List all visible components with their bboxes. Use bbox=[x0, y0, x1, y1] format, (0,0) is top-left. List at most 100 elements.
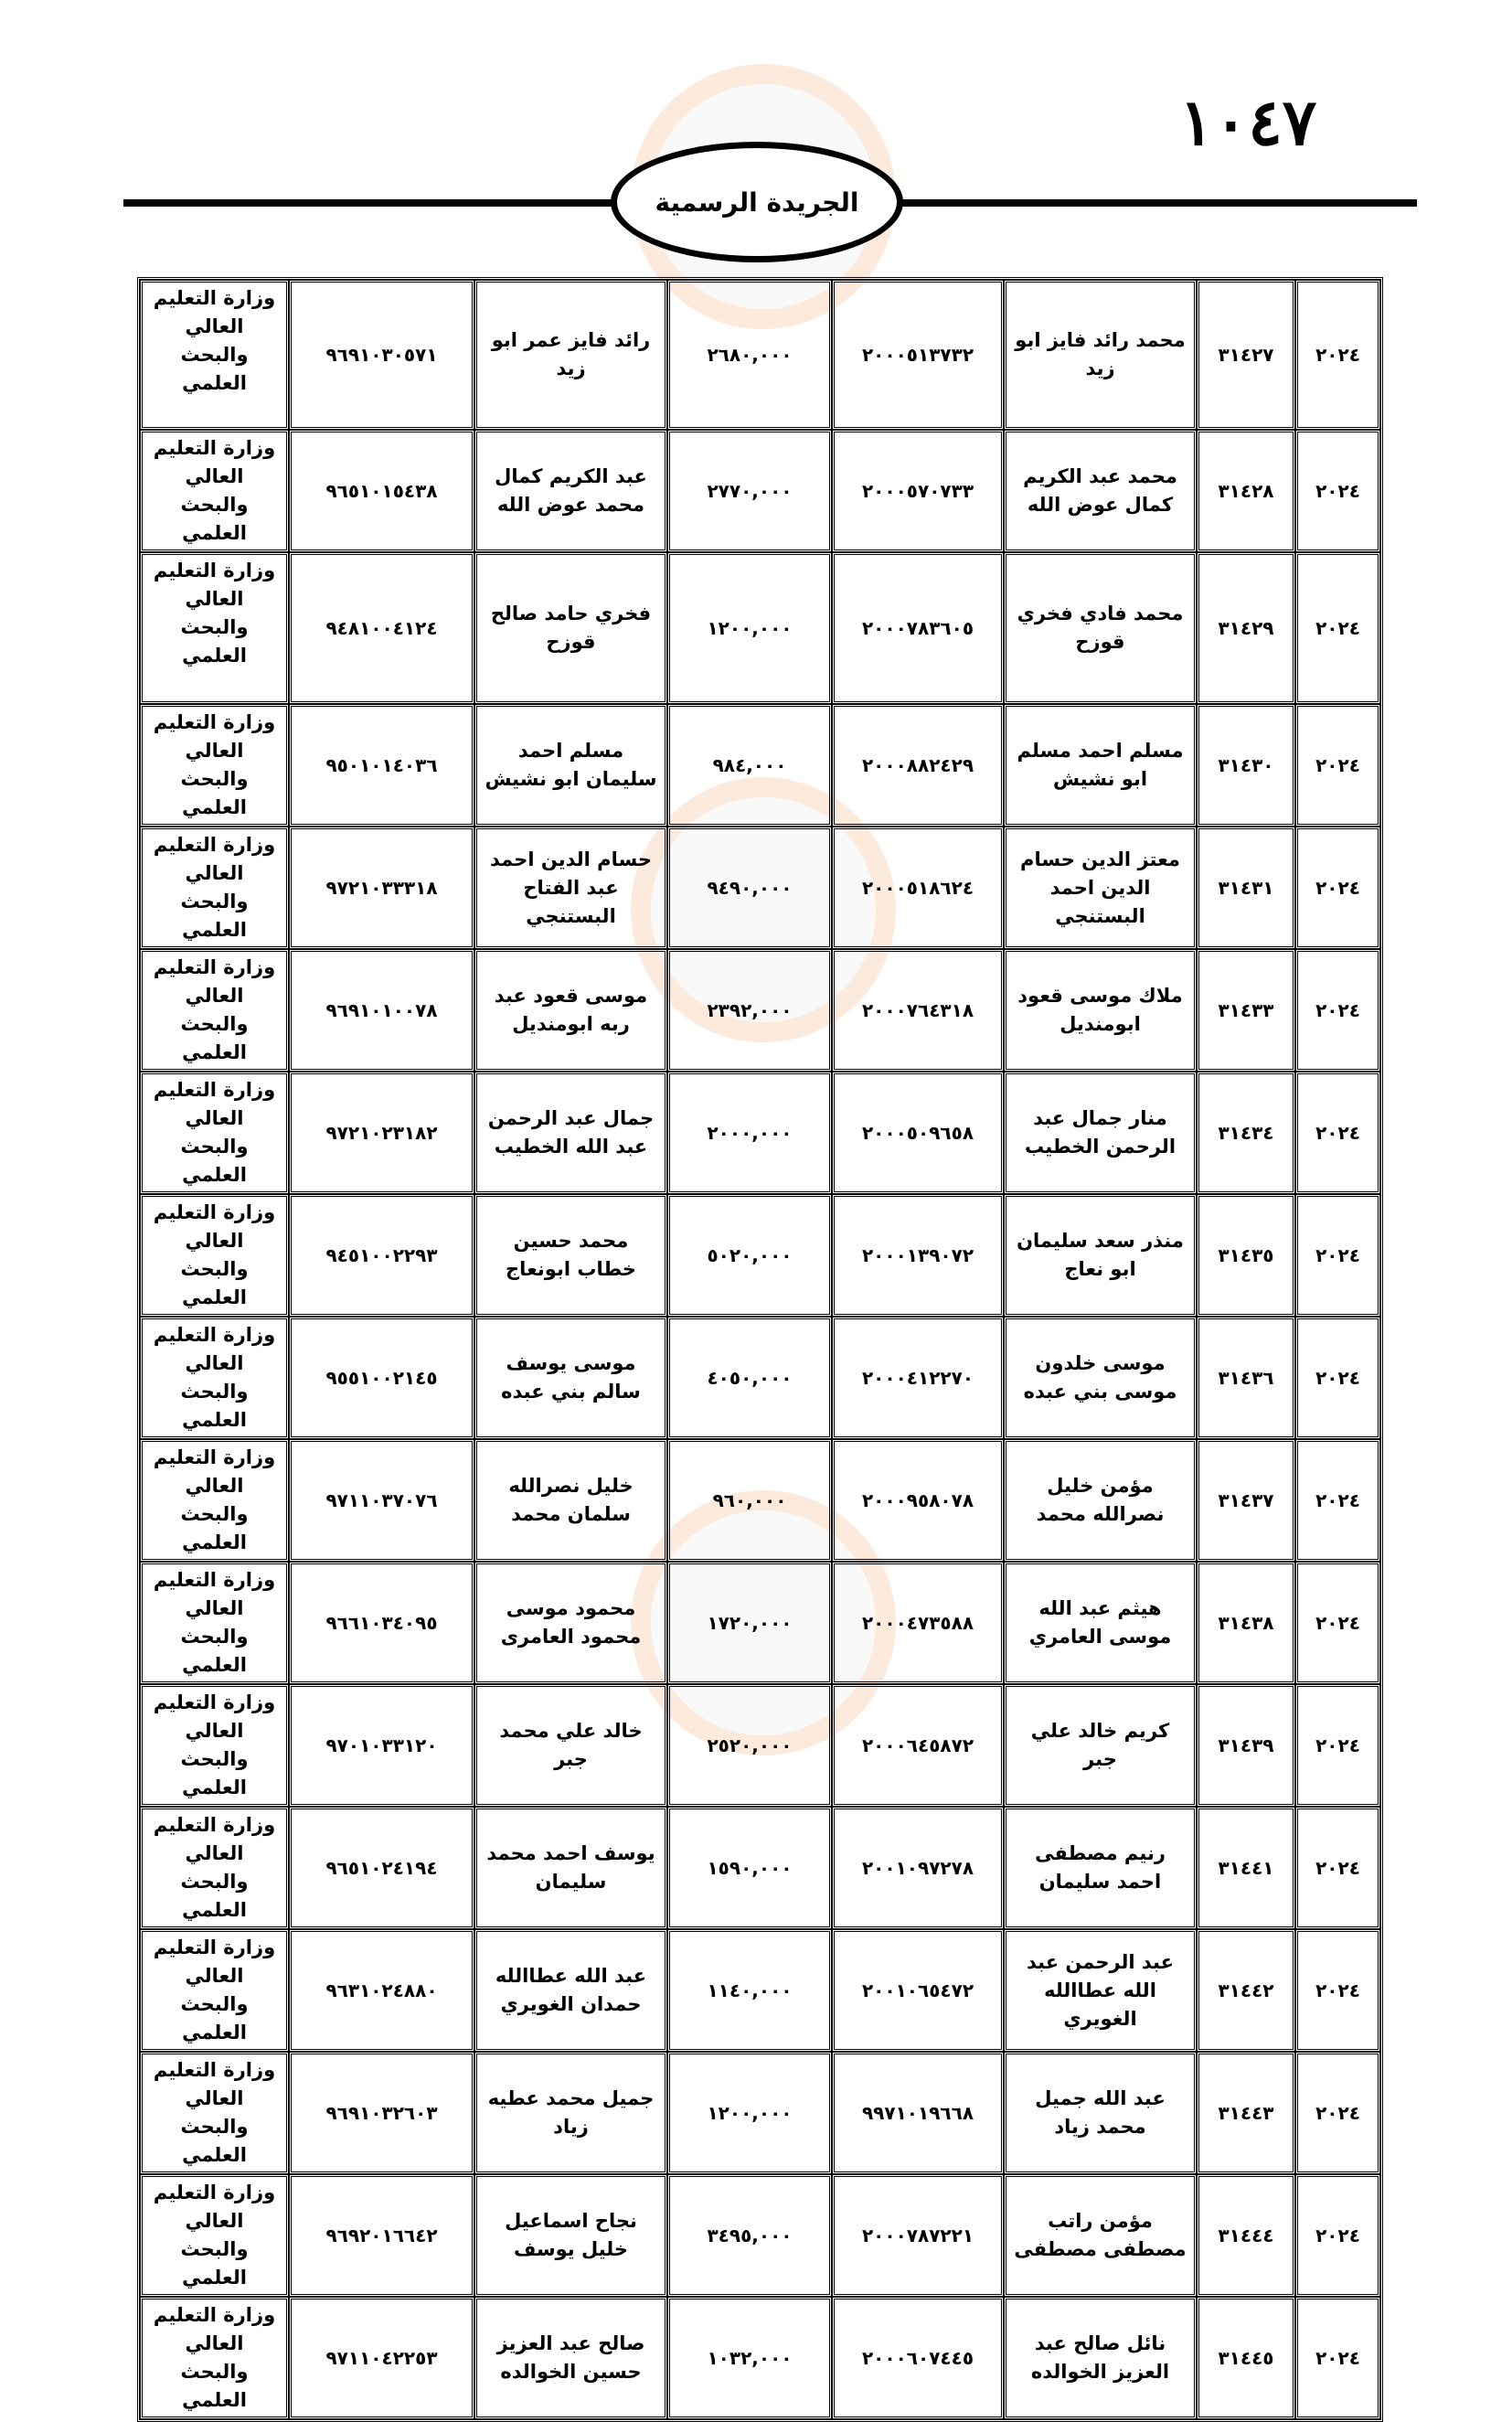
record-number-cell: ٣١٤٣٣ bbox=[1197, 949, 1295, 1072]
table-row: ٢٠٢٤ ٣١٤٣٠ مسلم احمد مسلم ابو نشيش ٢٠٠٠٨٨٢٤… bbox=[140, 704, 1380, 827]
ministry-cell: وزارة التعليم العالي والبحث العلمي bbox=[140, 1072, 289, 1194]
record-number-cell: ٣١٤٢٩ bbox=[1197, 552, 1295, 704]
guardian-id-cell: ٩٥٥١٠٠٢١٤٥ bbox=[289, 1317, 474, 1439]
guardian-name-cell: محمود موسى محمود العامرى bbox=[474, 1562, 667, 1684]
name-cell: نائل صالح عبد العزيز الخوالده bbox=[1004, 2297, 1197, 2419]
table-row: ٢٠٢٤ ٣١٤٣٦ موسى خلدون موسى بني عبده ٢٠٠٠٤١٢… bbox=[140, 1317, 1380, 1439]
table-row: ٢٠٢٤ ٣١٤٤٥ نائل صالح عبد العزيز الخوالده ٢٠… bbox=[140, 2297, 1380, 2419]
year-cell: ٢٠٢٤ bbox=[1295, 2297, 1380, 2419]
guardian-id-cell: ٩٧٢١٠٢٣١٨٢ bbox=[289, 1072, 474, 1194]
ministry-cell: وزارة التعليم العالي والبحث العلمي bbox=[140, 430, 289, 552]
amount-cell: ٢٧٧٠,٠٠٠ bbox=[667, 430, 832, 552]
record-number-cell: ٣١٤٤١ bbox=[1197, 1807, 1295, 1929]
amount-cell: ٤٠٥٠,٠٠٠ bbox=[667, 1317, 832, 1439]
guardian-name-cell: صالح عبد العزيز حسين الخوالده bbox=[474, 2297, 667, 2419]
year-cell: ٢٠٢٤ bbox=[1295, 2052, 1380, 2174]
guardian-name-cell: جمال عبد الرحمن عبد الله الخطيب bbox=[474, 1072, 667, 1194]
record-number-cell: ٣١٤٤٢ bbox=[1197, 1929, 1295, 2052]
name-cell: عبد الله جميل محمد زياد bbox=[1004, 2052, 1197, 2174]
national-id-cell: ٢٠٠٠٤١٢٢٧٠ bbox=[832, 1317, 1004, 1439]
year-cell: ٢٠٢٤ bbox=[1295, 1562, 1380, 1684]
ministry-cell: وزارة التعليم العالي والبحث العلمي bbox=[140, 1684, 289, 1807]
table-row: ٢٠٢٤ ٣١٤٣١ معتز الدين حسام الدين احمد البس… bbox=[140, 827, 1380, 949]
table-row: ٢٠٢٤ ٣١٤٣٧ مؤمن خليل نصرالله محمد ٢٠٠٠٩٥٨٠٧… bbox=[140, 1439, 1380, 1562]
guardian-id-cell: ٩٤٨١٠٠٤١٢٤ bbox=[289, 552, 474, 704]
year-cell: ٢٠٢٤ bbox=[1295, 704, 1380, 827]
page-number: ١٠٤٧ bbox=[1179, 84, 1317, 160]
name-cell: رنيم مصطفى احمد سليمان bbox=[1004, 1807, 1197, 1929]
guardian-name-cell: عبد الله عطاالله حمدان الغويري bbox=[474, 1929, 667, 2052]
year-cell: ٢٠٢٤ bbox=[1295, 827, 1380, 949]
ministry-cell: وزارة التعليم العالي والبحث العلمي bbox=[140, 827, 289, 949]
name-cell: محمد فادي فخري قوزح bbox=[1004, 552, 1197, 704]
guardian-id-cell: ٩٤٥١٠٠٢٢٩٣ bbox=[289, 1194, 474, 1317]
name-cell: كريم خالد علي جبر bbox=[1004, 1684, 1197, 1807]
guardian-id-cell: ٩٦٩١٠٣٠٥٧١ bbox=[289, 280, 474, 430]
guardian-id-cell: ٩٦٩١٠٣٢٦٠٣ bbox=[289, 2052, 474, 2174]
national-id-cell: ٢٠٠١٠٩٧٢٧٨ bbox=[832, 1807, 1004, 1929]
amount-cell: ٢٦٨٠,٠٠٠ bbox=[667, 280, 832, 430]
ministry-cell: وزارة التعليم العالي والبحث العلمي bbox=[140, 280, 289, 430]
ministry-cell: وزارة التعليم العالي والبحث العلمي bbox=[140, 949, 289, 1072]
gazette-title: الجريدة الرسمية bbox=[655, 187, 859, 218]
record-number-cell: ٣١٤٣٦ bbox=[1197, 1317, 1295, 1439]
year-cell: ٢٠٢٤ bbox=[1295, 1807, 1380, 1929]
name-cell: موسى خلدون موسى بني عبده bbox=[1004, 1317, 1197, 1439]
year-cell: ٢٠٢٤ bbox=[1295, 552, 1380, 704]
year-cell: ٢٠٢٤ bbox=[1295, 1194, 1380, 1317]
year-cell: ٢٠٢٤ bbox=[1295, 949, 1380, 1072]
record-number-cell: ٣١٤٤٣ bbox=[1197, 2052, 1295, 2174]
name-cell: معتز الدين حسام الدين احمد البستنجي bbox=[1004, 827, 1197, 949]
guardian-id-cell: ٩٦٥١٠١٥٤٣٨ bbox=[289, 430, 474, 552]
table-row: ٢٠٢٤ ٣١٤٢٧ محمد رائد فايز ابو زيد ٢٠٠٠٥١٣٧٣… bbox=[140, 280, 1380, 430]
table-row: ٢٠٢٤ ٣١٤٤٤ مؤمن راتب مصطفى مصطفى ٢٠٠٠٧٨٧٢٢١… bbox=[140, 2174, 1380, 2297]
national-id-cell: ٢٠٠٠٥١٨٦٢٤ bbox=[832, 827, 1004, 949]
national-id-cell: ٢٠٠٠٨٨٢٤٢٩ bbox=[832, 704, 1004, 827]
record-number-cell: ٣١٤٢٨ bbox=[1197, 430, 1295, 552]
guardian-id-cell: ٩٦٦١٠٣٤٠٩٥ bbox=[289, 1562, 474, 1684]
national-id-cell: ٢٠٠٠٧٦٤٣١٨ bbox=[832, 949, 1004, 1072]
guardian-id-cell: ٩٦٥١٠٢٤١٩٤ bbox=[289, 1807, 474, 1929]
amount-cell: ٢٥٢٠,٠٠٠ bbox=[667, 1684, 832, 1807]
ministry-cell: وزارة التعليم العالي والبحث العلمي bbox=[140, 2174, 289, 2297]
national-id-cell: ٢٠٠٠٥٠٩٦٥٨ bbox=[832, 1072, 1004, 1194]
table-row: ٢٠٢٤ ٣١٤٤٣ عبد الله جميل محمد زياد ٩٩٧١٠١٩٦… bbox=[140, 2052, 1380, 2174]
amount-cell: ١١٤٠,٠٠٠ bbox=[667, 1929, 832, 2052]
guardian-id-cell: ٩٧٢١٠٣٣٣١٨ bbox=[289, 827, 474, 949]
guardian-name-cell: محمد حسين خطاب ابونعاج bbox=[474, 1194, 667, 1317]
ministry-cell: وزارة التعليم العالي والبحث العلمي bbox=[140, 1439, 289, 1562]
name-cell: عبد الرحمن عبد الله عطاالله الغويري bbox=[1004, 1929, 1197, 2052]
national-id-cell: ٢٠٠٠٧٨٣٦٠٥ bbox=[832, 552, 1004, 704]
gazette-title-oval: الجريدة الرسمية bbox=[611, 142, 903, 262]
record-number-cell: ٣١٤٣٠ bbox=[1197, 704, 1295, 827]
table-row: ٢٠٢٤ ٣١٤٣٩ كريم خالد علي جبر ٢٠٠٠٦٤٥٨٧٢ ٢٥٢٠… bbox=[140, 1684, 1380, 1807]
amount-cell: ٥٠٢٠,٠٠٠ bbox=[667, 1194, 832, 1317]
year-cell: ٢٠٢٤ bbox=[1295, 430, 1380, 552]
guardian-name-cell: نجاح اسماعيل خليل يوسف bbox=[474, 2174, 667, 2297]
ministry-cell: وزارة التعليم العالي والبحث العلمي bbox=[140, 704, 289, 827]
national-id-cell: ٢٠٠٠٦٤٥٨٧٢ bbox=[832, 1684, 1004, 1807]
year-cell: ٢٠٢٤ bbox=[1295, 1072, 1380, 1194]
table-row: ٢٠٢٤ ٣١٤٤٢ عبد الرحمن عبد الله عطاالله الغ… bbox=[140, 1929, 1380, 2052]
record-number-cell: ٣١٤٤٤ bbox=[1197, 2174, 1295, 2297]
guardian-id-cell: ٩٦٩٢٠١٦٦٤٢ bbox=[289, 2174, 474, 2297]
guardian-id-cell: ٩٥٠١٠١٤٠٣٦ bbox=[289, 704, 474, 827]
year-cell: ٢٠٢٤ bbox=[1295, 280, 1380, 430]
ministry-cell: وزارة التعليم العالي والبحث العلمي bbox=[140, 1562, 289, 1684]
amount-cell: ٩٤٩٠,٠٠٠ bbox=[667, 827, 832, 949]
guardian-name-cell: خالد علي محمد جبر bbox=[474, 1684, 667, 1807]
amount-cell: ٣٤٩٥,٠٠٠ bbox=[667, 2174, 832, 2297]
year-cell: ٢٠٢٤ bbox=[1295, 1439, 1380, 1562]
name-cell: مسلم احمد مسلم ابو نشيش bbox=[1004, 704, 1197, 827]
guardian-id-cell: ٩٧١١٠٣٧٠٧٦ bbox=[289, 1439, 474, 1562]
record-number-cell: ٣١٤٣٥ bbox=[1197, 1194, 1295, 1317]
amount-cell: ٩٨٤,٠٠٠ bbox=[667, 704, 832, 827]
records-table: ٢٠٢٤ ٣١٤٢٧ محمد رائد فايز ابو زيد ٢٠٠٠٥١٣٧٣… bbox=[137, 277, 1383, 2422]
record-number-cell: ٣١٤٢٧ bbox=[1197, 280, 1295, 430]
amount-cell: ٢٠٠٠,٠٠٠ bbox=[667, 1072, 832, 1194]
ministry-cell: وزارة التعليم العالي والبحث العلمي bbox=[140, 1194, 289, 1317]
amount-cell: ٩٦٠,٠٠٠ bbox=[667, 1439, 832, 1562]
guardian-name-cell: خليل نصرالله سلمان محمد bbox=[474, 1439, 667, 1562]
year-cell: ٢٠٢٤ bbox=[1295, 1684, 1380, 1807]
ministry-cell: وزارة التعليم العالي والبحث العلمي bbox=[140, 1317, 289, 1439]
